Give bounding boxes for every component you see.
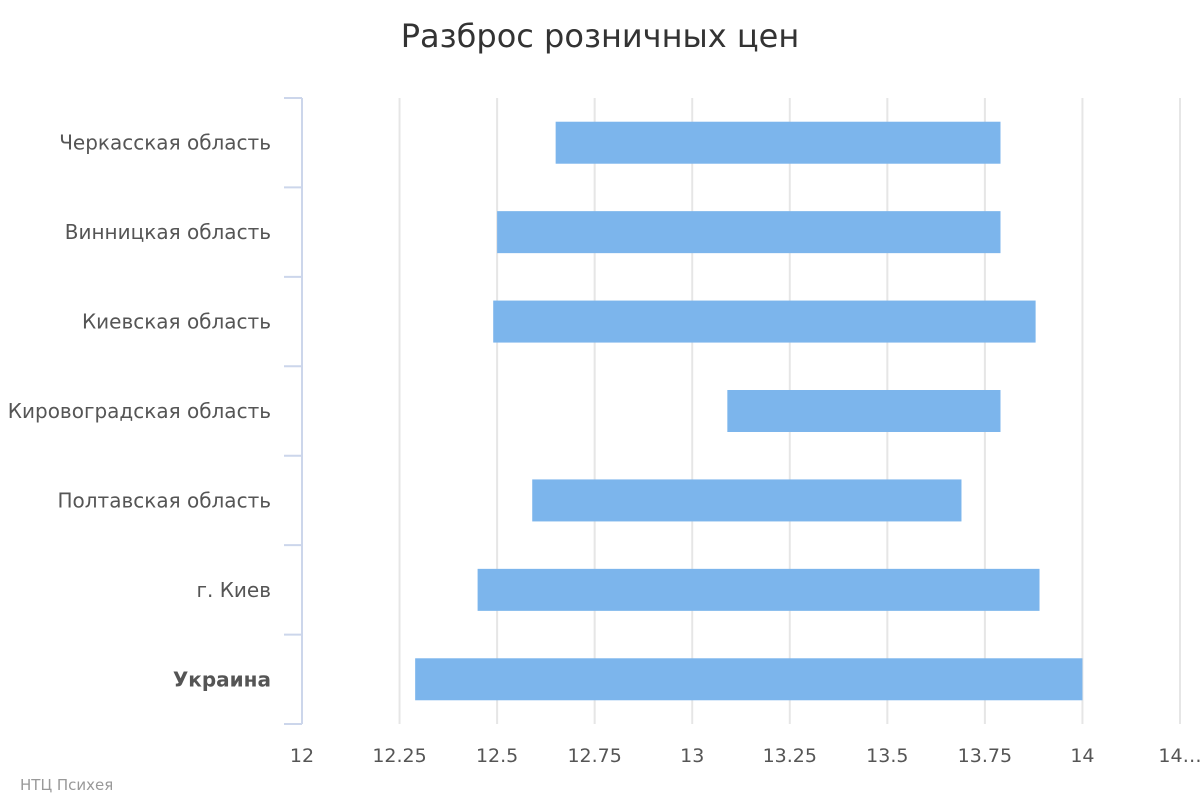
- category-label: Полтавская область: [57, 488, 271, 512]
- category-axis: [284, 97, 303, 725]
- category-label: Черкасская область: [59, 131, 271, 155]
- x-tick-label: 14: [1070, 745, 1094, 767]
- range-bar[interactable]: [532, 479, 962, 522]
- category-label: Украина: [173, 667, 271, 691]
- x-tick-label: 12.75: [567, 745, 621, 767]
- x-tick-label: 13.75: [958, 745, 1012, 767]
- category-label: г. Киев: [196, 578, 271, 602]
- bars: [415, 121, 1083, 701]
- range-bar[interactable]: [727, 390, 1001, 432]
- range-bar[interactable]: [477, 568, 1040, 611]
- value-axis-labels: 12 12.25 12.5 12.75 13 13.25 13.5 13.75 14 14…: [290, 745, 1200, 767]
- x-tick-label: 12: [290, 745, 314, 767]
- range-bar[interactable]: [497, 211, 1001, 254]
- category-labels: Черкасская область Винницкая область Киевс…: [8, 131, 271, 692]
- x-tick-label: 12.5: [476, 745, 518, 767]
- category-label: Киевская область: [82, 310, 271, 334]
- credits-label[interactable]: НТЦ Психея: [20, 776, 113, 794]
- x-tick-label: 13: [680, 745, 704, 767]
- chart-title: Разброс розничных цен: [401, 17, 800, 55]
- x-tick-label: 13.5: [866, 745, 908, 767]
- x-tick-label: 12.25: [372, 745, 426, 767]
- range-bar[interactable]: [493, 300, 1036, 343]
- range-bar[interactable]: [555, 121, 1001, 164]
- x-tick-label: 14…: [1158, 745, 1200, 767]
- x-tick-label: 13.25: [763, 745, 817, 767]
- category-label: Винницкая область: [65, 220, 271, 244]
- category-label: Кировоградская область: [8, 399, 271, 423]
- range-bar[interactable]: [415, 658, 1083, 701]
